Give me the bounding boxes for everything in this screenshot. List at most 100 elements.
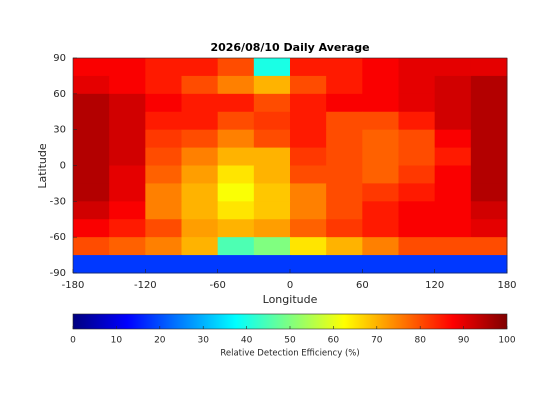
heatmap-cell [362,237,399,256]
colorbar-label: Relative Detection Efficiency (%) [220,349,359,359]
heatmap-cell [217,129,255,149]
heatmap-cell [434,93,472,113]
heatmap-cell [362,58,399,77]
heatmap-cell [217,183,255,202]
heatmap-cell [73,219,110,238]
heatmap-cell [290,183,327,202]
x-tick-label: 180 [497,280,516,291]
heatmap-cell [398,165,436,184]
colorbar-tick-label: 40 [241,336,253,346]
heatmap-cell [434,75,472,95]
heatmap-cell [109,165,146,184]
heatmap-cell [145,201,182,220]
colorbar-tick-label: 10 [111,336,123,346]
heatmap-cell [217,201,255,220]
heatmap-cell [326,147,363,166]
heatmap-cell [290,129,327,149]
heatmap-cell [470,93,508,113]
heatmap-cell [181,111,219,131]
heatmap-cell [109,93,146,113]
heatmap-cell [434,201,472,220]
heatmap-cell [434,255,472,274]
heatmap-cell [362,129,399,149]
heatmap-cell [470,201,508,220]
heatmap-cell [145,129,182,149]
x-tick-label: -180 [62,280,85,291]
heatmap-cell [362,147,399,166]
colorbar-tick-label: 30 [197,336,209,346]
heatmap-cell [362,165,399,184]
heatmap-cell [73,255,110,274]
colorbar-tick-label: 50 [284,336,296,346]
heatmap-cell [253,255,291,274]
heatmap-cell [326,75,363,95]
heatmap-cell [73,58,110,77]
heatmap-cell [181,237,219,256]
y-tick-label: -30 [50,196,66,207]
heatmap-cell [290,237,327,256]
heatmap-cell [181,201,219,220]
x-tick-label: -60 [209,280,225,291]
heatmap-cell [470,237,508,256]
heatmap-cell [217,111,255,131]
heatmap-cell [362,183,399,202]
y-tick-label: 90 [53,53,66,64]
heatmap-cell [290,75,327,95]
heatmap-cell [145,93,182,113]
heatmap-cell [326,255,363,274]
x-axis-label: Longitude [263,293,318,306]
x-tick-label: 0 [287,280,293,291]
heatmap-cell [109,255,146,274]
heatmap-cell [217,147,255,166]
heatmap-cell [362,255,399,274]
heatmap-cell [290,165,327,184]
y-axis-label: Latitude [36,143,49,189]
heatmap-cell [253,129,291,149]
heatmap-cell [326,165,363,184]
heatmap-cell [73,237,110,256]
heatmap-cell [109,183,146,202]
heatmap-cell [109,75,146,95]
heatmap-cell [109,147,146,166]
heatmap-cell [290,111,327,131]
x-tick-label: 120 [425,280,444,291]
heatmap-cell [181,129,219,149]
heatmap-cell [434,111,472,131]
heatmap-cell [73,111,110,131]
x-tick-label: 60 [356,280,369,291]
heatmap-cell [470,129,508,149]
heatmap-cell [362,75,399,95]
heatmap-cell [145,58,182,77]
heatmap-cell [73,129,110,149]
heatmap-cell [145,255,182,274]
heatmap-cell [181,219,219,238]
heatmap-cell [470,75,508,95]
heatmap-cell [434,183,472,202]
heatmap-cell [290,219,327,238]
colorbar-tick-label: 60 [328,336,340,346]
heatmap-cell [434,58,472,77]
heatmap-cell [109,201,146,220]
heatmap-cell [181,75,219,95]
heatmap-cell [470,165,508,184]
heatmap-cell [398,93,436,113]
heatmap-cell [326,93,363,113]
heatmap-cell [434,237,472,256]
heatmap-cell [73,147,110,166]
heatmap-cell [362,201,399,220]
heatmap-cell [398,183,436,202]
heatmap-cell [145,237,182,256]
heatmap-cell [217,93,255,113]
heatmap-cell [253,201,291,220]
colorbar-tick-label: 80 [414,336,426,346]
heatmap-cell [326,129,363,149]
heatmap-cell [253,147,291,166]
heatmap-cell [109,58,146,77]
y-tick-label: -90 [50,268,66,279]
heatmap-cell [217,165,255,184]
heatmap-cell [434,219,472,238]
heatmap-cell [253,237,291,256]
heatmap-cell [217,237,255,256]
heatmap-cell [434,129,472,149]
